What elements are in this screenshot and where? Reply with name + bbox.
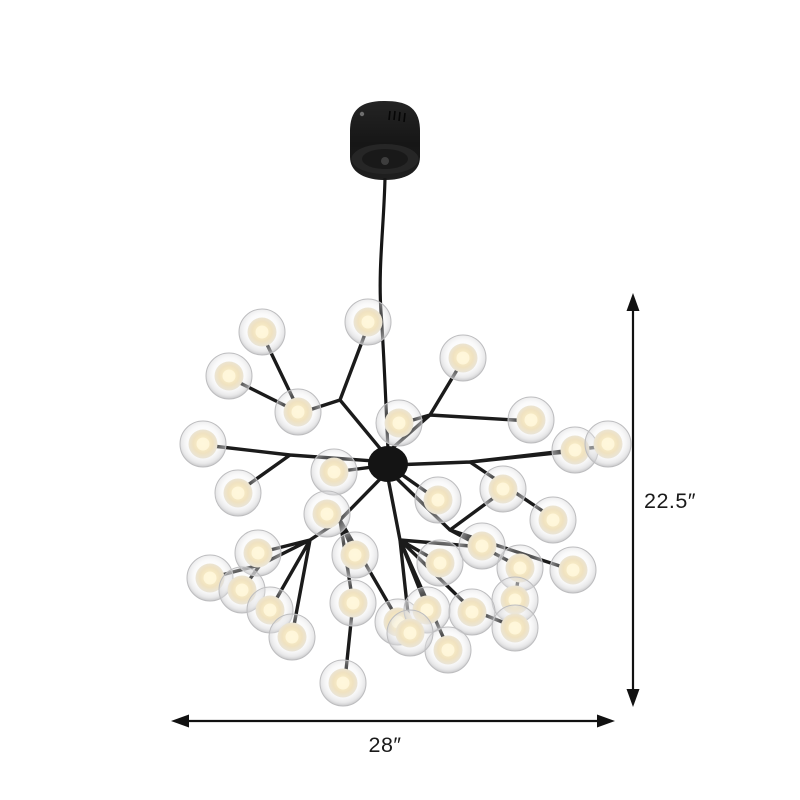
glass-bulb (268, 613, 316, 661)
glass-bulb (491, 604, 539, 652)
glass-bulb (214, 469, 262, 517)
glass-bulb (238, 308, 286, 356)
glass-bulb (458, 522, 506, 570)
arrow-down-icon (626, 689, 640, 707)
ceiling-canopy (350, 101, 420, 180)
vertical-dimension-annotation: 22.5″ (626, 293, 696, 707)
glass-bulb (310, 448, 358, 496)
glass-bulb (303, 490, 351, 538)
glass-bulb (179, 420, 227, 468)
arrow-left-icon (171, 714, 189, 728)
glass-bulb (274, 388, 322, 436)
glass-bulb (386, 609, 434, 657)
glass-bulb (329, 579, 377, 627)
glass-bulb (319, 659, 367, 707)
glass-bulbs (179, 298, 632, 707)
glass-bulb (414, 476, 462, 524)
arrow-right-icon (597, 714, 615, 728)
arrow-up-icon (626, 293, 640, 311)
glass-bulb (331, 531, 379, 579)
glass-bulb (584, 420, 632, 468)
horizontal-dimension-annotation: 28″ (171, 714, 615, 757)
width-dimension-label: 28″ (368, 733, 401, 757)
glass-bulb (344, 298, 392, 346)
glass-bulb (416, 539, 464, 587)
glass-bulb (479, 465, 527, 513)
canopy-vent-slots (388, 110, 406, 123)
glass-bulb (549, 546, 597, 594)
canopy-cord-fitting (381, 157, 389, 165)
glass-bulb (439, 334, 487, 382)
glass-bulb (375, 399, 423, 447)
glass-bulb (507, 396, 555, 444)
glass-bulb (205, 352, 253, 400)
glass-bulb (529, 496, 577, 544)
height-dimension-label: 22.5″ (644, 489, 696, 513)
central-hub (368, 446, 408, 482)
canopy-screw (359, 111, 365, 117)
